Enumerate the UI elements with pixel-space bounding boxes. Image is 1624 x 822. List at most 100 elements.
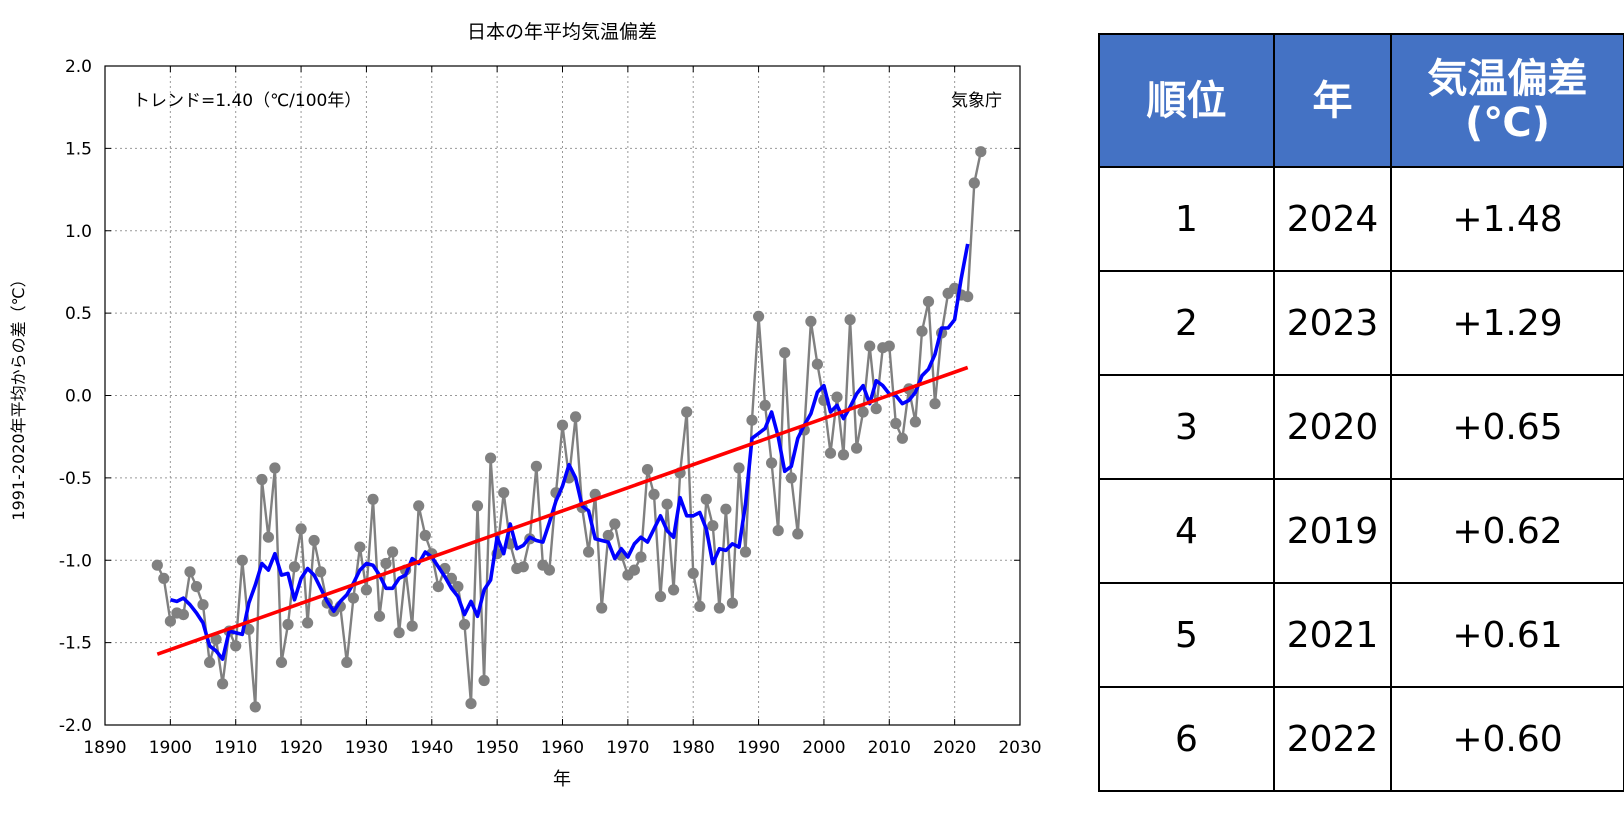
annual-anomaly-point	[295, 523, 307, 535]
annual-anomaly-point	[779, 347, 791, 359]
header-anomaly: 気温偏差 (℃)	[1390, 33, 1624, 168]
annual-anomaly-point	[844, 314, 856, 326]
annual-anomaly-point	[302, 617, 314, 629]
x-axis-label: 年	[553, 769, 571, 790]
annual-anomaly-point	[851, 442, 863, 454]
annual-anomaly-point	[602, 529, 614, 542]
annual-anomaly-point	[824, 447, 837, 459]
series-layer	[151, 146, 987, 713]
annual-anomaly-point	[909, 416, 922, 428]
y-tick-label: -1.5	[59, 634, 92, 654]
annual-anomaly-point	[190, 581, 203, 593]
annual-anomaly-point	[308, 534, 320, 547]
y-axis-label: 1991-2020年平均からの差（℃）	[9, 271, 28, 520]
x-tick-label: 1970	[606, 738, 649, 758]
x-tick-label: 1930	[345, 738, 388, 758]
annual-anomaly-point	[687, 567, 699, 580]
x-tick-label: 1940	[410, 738, 453, 758]
annual-anomaly-point	[916, 325, 928, 337]
year-cell: 2022	[1273, 686, 1392, 792]
annual-anomaly-point	[373, 610, 386, 622]
x-tick-label: 2020	[933, 738, 976, 758]
header-rank: 順位	[1098, 33, 1275, 168]
annual-anomaly-point	[354, 541, 366, 553]
annual-anomaly-point	[962, 291, 974, 303]
annual-anomaly-point	[609, 518, 621, 530]
rank-cell: 6	[1098, 686, 1275, 792]
year-cell: 2020	[1273, 374, 1392, 480]
x-tick-label: 1910	[214, 738, 257, 758]
annual-anomaly-point	[158, 572, 170, 585]
annual-anomaly-point	[805, 315, 817, 327]
annual-anomaly-point	[694, 600, 706, 613]
annual-anomaly-point	[210, 633, 222, 645]
annual-anomaly-point	[883, 340, 895, 352]
x-tick-label: 2000	[802, 738, 845, 758]
annual-anomaly-point	[315, 566, 327, 578]
rank-cell: 1	[1098, 166, 1275, 272]
annual-anomaly-point	[288, 561, 301, 573]
source-annotation: 気象庁	[951, 91, 1002, 111]
anomaly-cell: +0.60	[1390, 686, 1624, 792]
annual-anomaly-point	[275, 656, 288, 669]
annual-anomaly-point	[628, 564, 641, 576]
annual-anomaly-point	[485, 452, 497, 464]
annual-anomaly-point	[498, 487, 510, 499]
annual-anomaly-point	[517, 561, 529, 573]
x-tick-label: 1950	[476, 738, 519, 758]
rank-cell: 2	[1098, 270, 1275, 376]
annual-anomaly-point	[772, 525, 784, 537]
y-tick-label: 2.0	[65, 57, 92, 77]
annual-anomaly-point	[230, 640, 242, 652]
annual-anomaly-point	[968, 177, 980, 189]
x-tick-label: 2030	[998, 738, 1041, 758]
annual-anomaly-point	[720, 503, 732, 515]
annual-anomaly-point	[831, 391, 843, 403]
annual-anomaly-point	[556, 419, 569, 431]
annual-anomaly-point	[360, 584, 372, 596]
y-tick-label: -1.0	[59, 551, 92, 571]
y-tick-label: -0.5	[59, 469, 92, 489]
y-tick-label: 1.0	[65, 222, 92, 242]
x-tick-label: 1900	[149, 738, 192, 758]
x-tick-label: 1960	[541, 738, 584, 758]
annual-anomaly-point	[393, 627, 405, 639]
annual-anomaly-point	[668, 584, 680, 596]
trend-annotation: トレンド=1.40（℃/100年）	[133, 91, 361, 111]
annual-anomaly-point	[811, 358, 824, 370]
chart-title: 日本の年平均気温偏差	[467, 21, 657, 43]
annual-anomaly-point	[635, 551, 647, 563]
annual-anomaly-point	[432, 581, 444, 593]
table-row: 3 2020 +0.65	[1098, 374, 1624, 480]
annual-anomaly-point	[262, 531, 274, 543]
annual-anomaly-point	[197, 599, 209, 611]
annual-anomaly-point	[896, 432, 909, 444]
annual-anomaly-point	[596, 602, 608, 614]
annual-anomaly-point	[367, 493, 379, 505]
annual-anomaly-point	[543, 564, 556, 576]
temperature-anomaly-chart: 日本の年平均気温偏差 1890 1900 1910 1920 1930 1940 1950 1…	[9, 21, 1042, 790]
x-tick-label: 1890	[83, 738, 126, 758]
annual-anomaly-point	[713, 602, 726, 614]
x-tick-label: 1920	[279, 738, 322, 758]
annual-anomaly-line	[156, 151, 982, 708]
annual-anomaly-point	[929, 398, 941, 410]
annual-anomaly-point	[419, 529, 431, 542]
annual-anomaly-point	[570, 411, 582, 423]
annual-anomaly-point	[256, 473, 268, 486]
annual-anomaly-point	[739, 546, 752, 558]
annual-anomaly-point	[282, 618, 294, 631]
year-cell: 2023	[1273, 270, 1392, 376]
anomaly-cell: +0.65	[1390, 374, 1624, 480]
annual-anomaly-point	[837, 449, 850, 461]
annual-anomaly-point	[890, 417, 902, 430]
annual-anomaly-point	[471, 500, 484, 512]
annual-anomaly-point	[217, 678, 229, 690]
annual-anomaly-point	[922, 296, 935, 308]
running-mean-line	[169, 243, 970, 661]
annual-anomaly-point	[478, 674, 490, 687]
annual-anomaly-point	[347, 592, 359, 604]
annual-anomaly-point	[726, 597, 739, 609]
rank-cell: 3	[1098, 374, 1275, 480]
annual-anomaly-point	[661, 498, 673, 510]
